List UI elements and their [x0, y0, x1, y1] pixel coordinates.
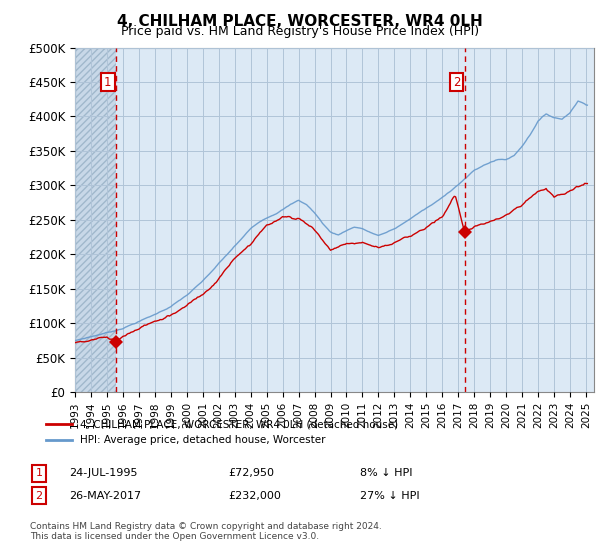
Text: Contains HM Land Registry data © Crown copyright and database right 2024.
This d: Contains HM Land Registry data © Crown c…	[30, 522, 382, 542]
Text: £72,950: £72,950	[228, 468, 274, 478]
Text: 1: 1	[35, 468, 43, 478]
Text: 2: 2	[35, 491, 43, 501]
Text: 24-JUL-1995: 24-JUL-1995	[69, 468, 137, 478]
Text: 8% ↓ HPI: 8% ↓ HPI	[360, 468, 413, 478]
Text: 4, CHILHAM PLACE, WORCESTER, WR4 0LH: 4, CHILHAM PLACE, WORCESTER, WR4 0LH	[117, 14, 483, 29]
Legend: 4, CHILHAM PLACE, WORCESTER, WR4 0LH (detached house), HPI: Average price, detac: 4, CHILHAM PLACE, WORCESTER, WR4 0LH (de…	[40, 415, 403, 450]
Text: 27% ↓ HPI: 27% ↓ HPI	[360, 491, 419, 501]
Bar	[75, 48, 116, 392]
Text: 2: 2	[453, 76, 460, 88]
Text: 26-MAY-2017: 26-MAY-2017	[69, 491, 141, 501]
Text: 1: 1	[104, 76, 112, 88]
Text: Price paid vs. HM Land Registry's House Price Index (HPI): Price paid vs. HM Land Registry's House …	[121, 25, 479, 38]
Text: £232,000: £232,000	[228, 491, 281, 501]
